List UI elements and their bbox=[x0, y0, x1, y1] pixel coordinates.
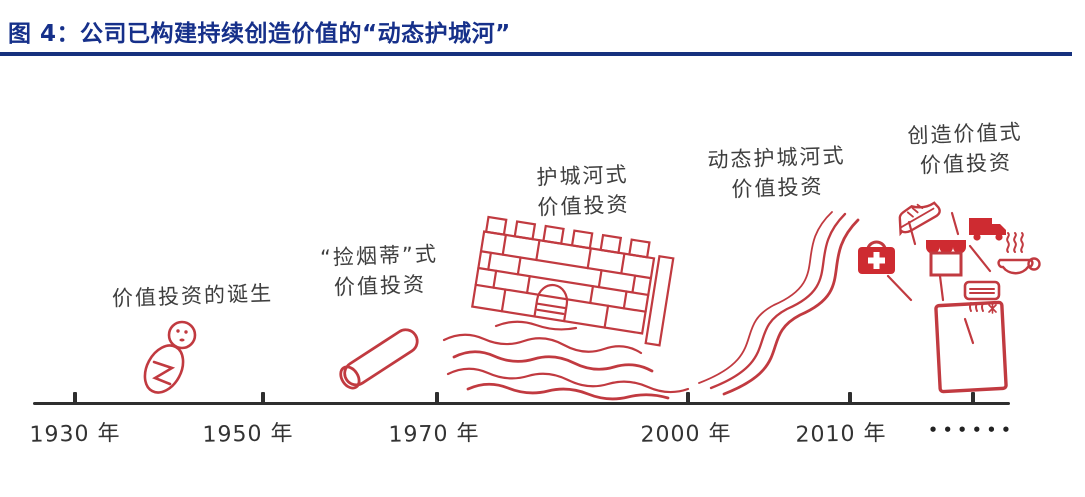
value-creation-icons bbox=[858, 201, 1041, 394]
axis-label-2000: 2000 年 bbox=[640, 421, 732, 448]
storefront-icon bbox=[926, 240, 966, 277]
axis-label-1970: 1970 年 bbox=[388, 421, 480, 448]
delivery-truck-icon bbox=[969, 218, 1006, 241]
stage-label-1930: 价值投资的诞生 bbox=[111, 281, 274, 311]
timeline-tick bbox=[73, 392, 77, 403]
stage-label-1970: 护城河式 价值投资 bbox=[536, 162, 630, 220]
axis-ellipsis: •••••• bbox=[928, 421, 1016, 439]
stage-label-2010: 创造价值式 价值投资 bbox=[907, 120, 1023, 178]
coffee-cup-icon bbox=[997, 232, 1041, 275]
axis-label-1950: 1950 年 bbox=[202, 421, 294, 448]
timeline-tick bbox=[435, 392, 439, 403]
sneaker-icon bbox=[898, 201, 941, 237]
timeline-tick bbox=[261, 392, 265, 403]
tablet-icon bbox=[934, 300, 1008, 394]
air-conditioner-icon bbox=[963, 280, 1001, 314]
river-flow-icon bbox=[698, 211, 860, 396]
axis-label-1930: 1930 年 bbox=[29, 421, 121, 448]
title-underline bbox=[0, 52, 1072, 56]
timeline-axis bbox=[33, 402, 1010, 405]
stage-label-2000: 动态护城河式 价值投资 bbox=[707, 143, 846, 202]
cigarette-butt-icon bbox=[339, 328, 419, 390]
timeline-tick bbox=[848, 392, 852, 403]
figure-title: 图 4：公司已构建持续创造价值的“动态护城河” bbox=[8, 21, 511, 47]
ray-lines bbox=[886, 211, 992, 345]
timeline-tick bbox=[686, 392, 690, 403]
baby-icon bbox=[143, 320, 197, 394]
castle-moat-icon bbox=[442, 215, 690, 401]
first-aid-kit-icon bbox=[858, 240, 895, 274]
axis-label-2010: 2010 年 bbox=[795, 421, 887, 448]
timeline-tick bbox=[971, 392, 975, 403]
